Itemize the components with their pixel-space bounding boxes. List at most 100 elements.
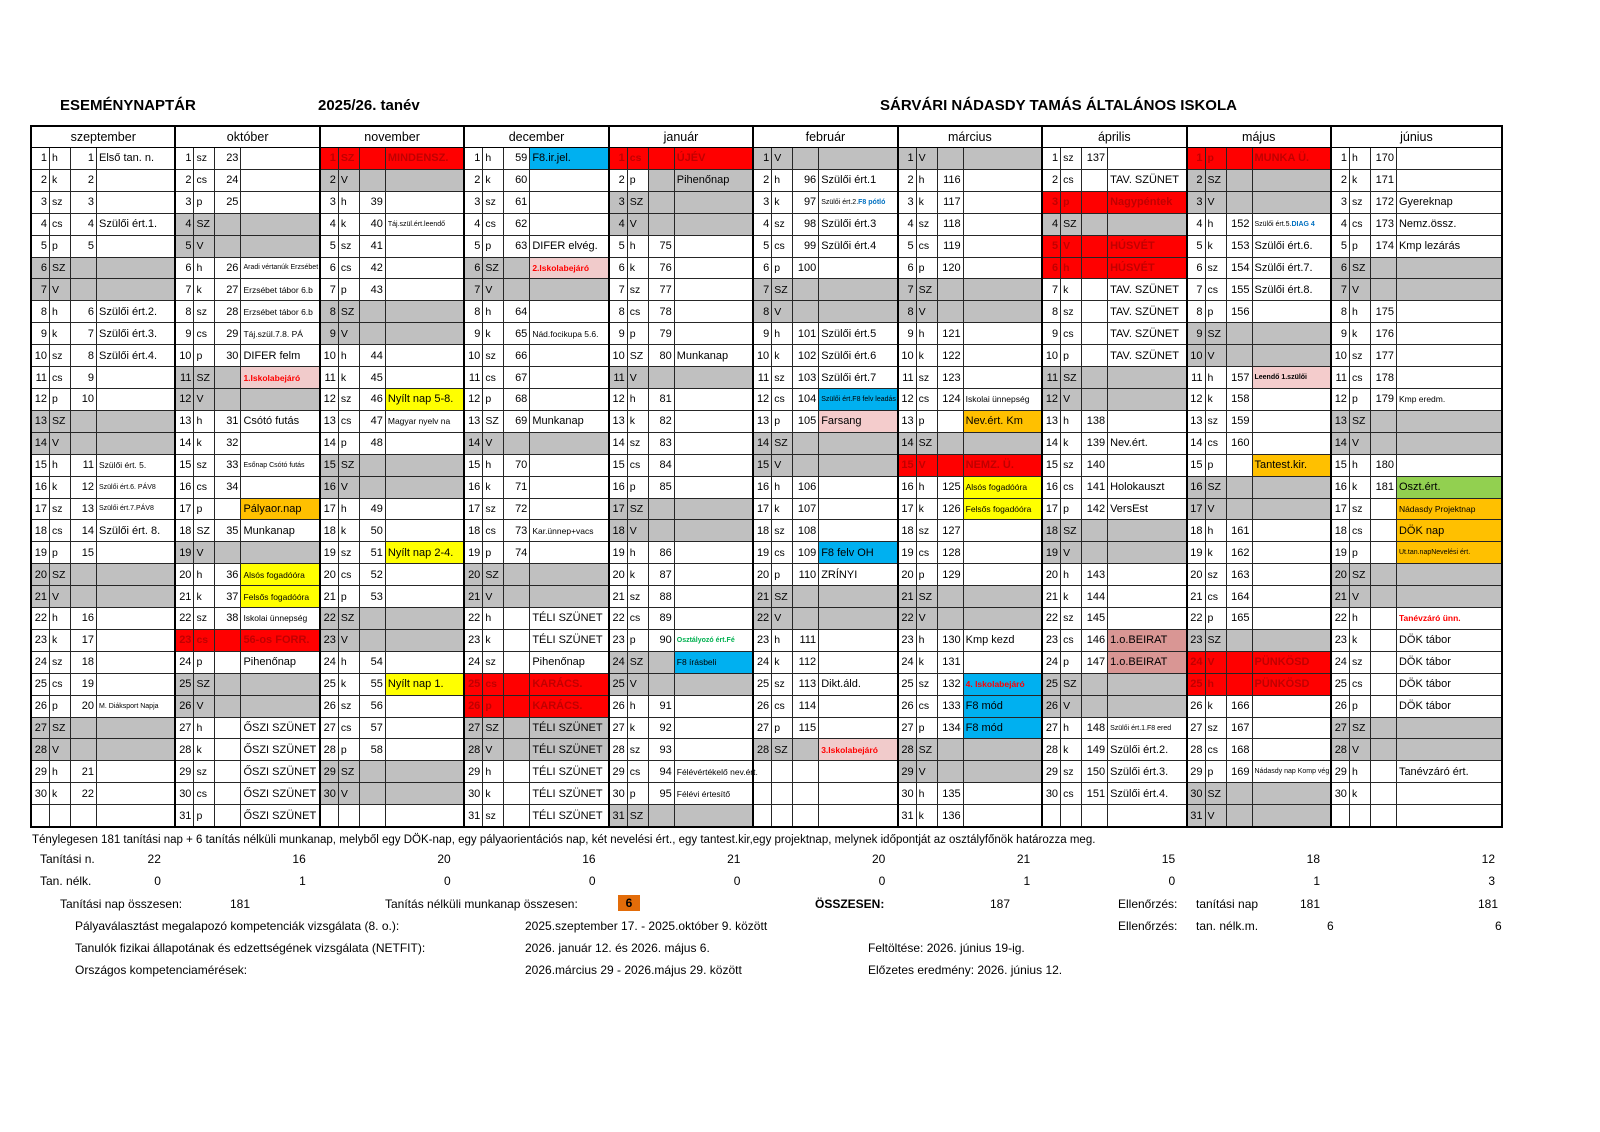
day-row: 1 sz 137 bbox=[1043, 148, 1185, 169]
day-row: 11 cs 9 bbox=[32, 366, 175, 388]
day-row: 12 p 179 Kmp eredm. bbox=[1331, 387, 1501, 410]
event-text: Szülői ért.1.F8 ered bbox=[1110, 724, 1172, 732]
day-number: 8 bbox=[320, 301, 338, 323]
day-event bbox=[1251, 542, 1330, 564]
day-row: 15 h 11 Szülői ért. 5. bbox=[32, 453, 175, 476]
day-number: 26 bbox=[1043, 695, 1061, 717]
event-text: TAV. SZÜNET bbox=[1110, 305, 1179, 318]
day-event: Nyílt nap 1. bbox=[384, 673, 464, 695]
day-abbr: sz bbox=[626, 432, 648, 454]
day-row: 23 p 90 Osztályozó ért.Fé bbox=[609, 628, 753, 651]
day-row: 20 p 129 bbox=[898, 563, 1042, 586]
day-row: 4 k 40 Táj.szül.ért.leendő bbox=[320, 212, 464, 235]
day-row: 29 p 169 Nádasdy nap Komp vég bbox=[1187, 760, 1330, 783]
day-number: 8 bbox=[1051, 305, 1059, 318]
day-event bbox=[1395, 805, 1501, 827]
day-abbr: SZ bbox=[337, 301, 359, 323]
day-row: 10 p 30 DIFER felm bbox=[176, 344, 319, 367]
month-április: április 1 sz 137 2 cs TAV. SZÜNET 3 p Nagypéntek 4… bbox=[1041, 127, 1186, 827]
day-event: Félévi értesítő bbox=[673, 783, 752, 805]
day-number: 18 bbox=[34, 524, 47, 537]
day-row: 12 k 158 bbox=[1187, 387, 1330, 410]
day-count: 129 bbox=[936, 564, 963, 586]
day-count: 42 bbox=[358, 257, 385, 279]
day-abbr: p bbox=[771, 257, 792, 279]
day-event: DIFER felm bbox=[240, 345, 318, 367]
day-count bbox=[503, 586, 530, 608]
day-abbr: V bbox=[1060, 235, 1082, 257]
event-text: ŐSZI SZÜNET bbox=[243, 743, 317, 756]
event-text: Kar.ünnep+vacs bbox=[532, 525, 594, 536]
event-text: KARÁCS. bbox=[532, 678, 583, 691]
teaching-days-február: 20 bbox=[871, 852, 886, 866]
day-event bbox=[1251, 629, 1330, 651]
day-number: 19 bbox=[176, 542, 194, 564]
month-szeptember: szeptember 1 h 1 Első tan. n. 2 k 2 3 sz 3 4 cs 4 Szül… bbox=[32, 127, 175, 827]
day-row: 19 V bbox=[1043, 541, 1186, 564]
day-event bbox=[1251, 323, 1330, 345]
day-event bbox=[384, 498, 463, 520]
day-row bbox=[754, 782, 897, 805]
event-text: Félévi értesítő bbox=[676, 788, 731, 799]
day-number: 22 bbox=[1334, 612, 1347, 625]
day-number: 9 bbox=[618, 327, 625, 340]
day-row: 11 h 157 Leendő 1.szülői bbox=[1187, 366, 1330, 388]
day-row: 16 cs 141 Holokauszt bbox=[1043, 475, 1186, 498]
day-number: 27 bbox=[1331, 717, 1349, 739]
day-event: F8 mód bbox=[962, 695, 1042, 717]
day-count bbox=[1369, 564, 1396, 586]
day-number: 20 bbox=[179, 568, 192, 581]
day-event bbox=[1107, 520, 1186, 542]
day-number: 11 bbox=[1335, 371, 1347, 384]
day-abbr: cs bbox=[771, 695, 792, 717]
day-event: Nyílt nap 5-8. bbox=[384, 388, 464, 410]
day-count bbox=[214, 629, 241, 651]
day-abbr: cs bbox=[1204, 739, 1226, 761]
day-number: 10 bbox=[468, 349, 481, 362]
day-abbr bbox=[771, 761, 792, 783]
day-event bbox=[1395, 345, 1501, 367]
day-number: 7 bbox=[754, 279, 772, 301]
page-title: ESEMÉNYNAPTÁR bbox=[60, 97, 196, 114]
day-count bbox=[1081, 191, 1108, 213]
day-row: 2 cs TAV. SZÜNET bbox=[1043, 168, 1186, 191]
day-abbr: SZ bbox=[626, 651, 648, 673]
day-event: Szülői ért.4 bbox=[818, 235, 896, 257]
day-count bbox=[1369, 651, 1396, 673]
day-count: 180 bbox=[1369, 454, 1396, 476]
day-abbr: h bbox=[915, 629, 937, 651]
day-event bbox=[962, 586, 1042, 608]
event-text: Nád.focikupa 5.6. bbox=[532, 328, 599, 339]
event-text: Szülői ért.7 bbox=[821, 371, 877, 384]
day-row: 19 p 15 bbox=[32, 541, 175, 564]
day-abbr: p bbox=[771, 410, 792, 432]
day-event: Esőnap Csótó futás bbox=[240, 454, 318, 476]
day-event: Szülői ért.1.F8 ered bbox=[1107, 717, 1185, 739]
day-row: 1 h 1 Első tan. n. bbox=[32, 148, 174, 169]
day-abbr: SZ bbox=[771, 279, 793, 301]
day-abbr: cs bbox=[337, 564, 359, 586]
day-abbr: sz bbox=[1348, 345, 1370, 367]
day-row: 29 sz ŐSZI SZÜNET bbox=[176, 760, 319, 783]
day-row: 10 p TAV. SZÜNET bbox=[1043, 344, 1186, 367]
day-row: 18 cs DÖK nap bbox=[1331, 519, 1501, 542]
day-count bbox=[936, 148, 963, 169]
day-abbr: SZ bbox=[193, 520, 214, 542]
day-number: 19 bbox=[323, 546, 336, 559]
event-text: TAV. SZÜNET bbox=[1110, 174, 1179, 187]
day-row: 21 k 144 bbox=[1043, 585, 1186, 608]
total-nonteaching-value: 6 bbox=[618, 895, 640, 911]
event-text: Szülői ért.6 bbox=[821, 349, 877, 362]
day-event: Pihenőnap bbox=[240, 651, 318, 673]
day-abbr: sz bbox=[1204, 257, 1226, 279]
day-abbr: p bbox=[193, 805, 214, 827]
day-event: Nád.focikupa 5.6. bbox=[529, 323, 607, 345]
day-row: 14 sz 83 bbox=[609, 431, 753, 454]
day-count: 115 bbox=[792, 717, 818, 739]
day-count: 21 bbox=[70, 761, 96, 783]
day-number: 27 bbox=[32, 717, 49, 739]
day-event bbox=[96, 717, 175, 739]
day-row: 25 k 55 Nyílt nap 1. bbox=[320, 672, 464, 695]
day-event bbox=[1251, 805, 1330, 827]
day-number: 26 bbox=[34, 700, 47, 713]
